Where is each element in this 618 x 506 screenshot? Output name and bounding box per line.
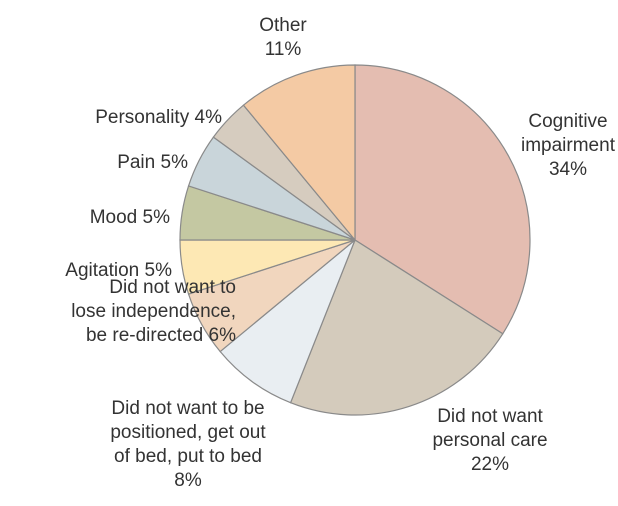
slice-label: Other 11%: [163, 14, 403, 62]
value-label: 11%: [264, 39, 302, 60]
pie-slice: [242, 64, 356, 242]
slice-label: Did not want personal care 22%: [370, 405, 610, 477]
category-label: Cognitive impairment: [521, 111, 615, 156]
slice-label: Personality 4%: [95, 106, 222, 130]
value-label: 4%: [194, 107, 222, 128]
category-label: Did not want to be positioned, get out o…: [110, 398, 266, 467]
slice-label: Agitation 5%: [65, 259, 172, 283]
slice-label: Did not want to lose independence, be re…: [71, 276, 236, 348]
pie-slice: [289, 239, 504, 416]
value-label: 8%: [174, 470, 202, 491]
slice-label: Cognitive impairment 34%: [448, 110, 618, 182]
category-label: Did not want personal care: [432, 406, 548, 451]
category-label: Personality: [95, 107, 190, 128]
value-label: 5%: [144, 260, 172, 281]
slice-label: Pain 5%: [117, 151, 188, 175]
category-label: Did not want to lose independence, be re…: [71, 277, 236, 346]
value-label: 34%: [548, 159, 588, 180]
category-label: Other: [259, 15, 307, 36]
value-label: 22%: [470, 454, 510, 475]
slice-label: Did not want to be positioned, get out o…: [68, 397, 308, 493]
category-label: Agitation: [65, 260, 140, 281]
value-label: 5%: [160, 152, 188, 173]
value-label: 6%: [208, 325, 236, 346]
value-label: 5%: [142, 207, 170, 228]
category-label: Mood: [89, 207, 138, 228]
slice-label: Mood 5%: [90, 206, 170, 230]
category-label: Pain: [117, 152, 156, 173]
pie-slice: [354, 64, 531, 335]
